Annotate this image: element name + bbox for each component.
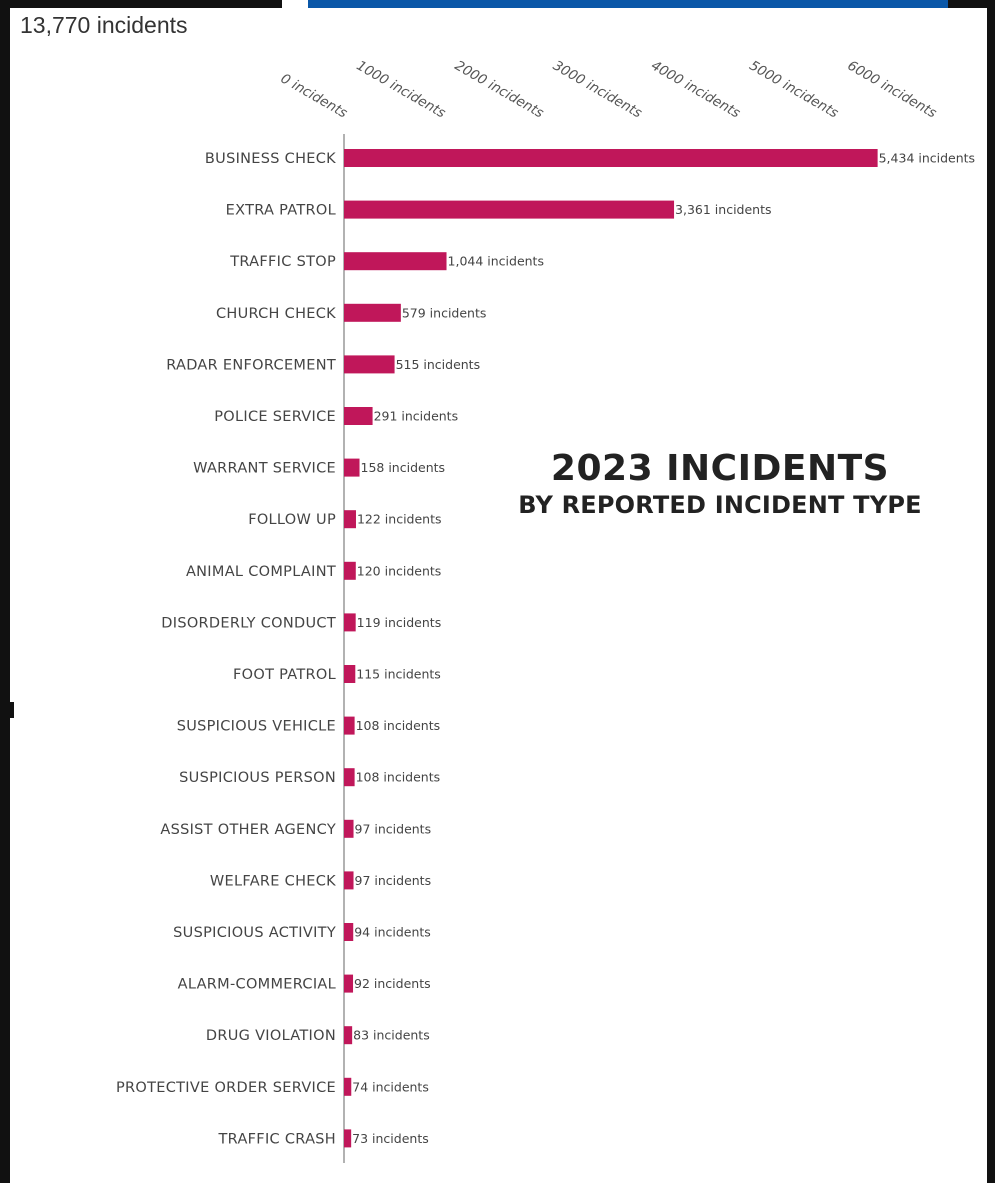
bar [344, 149, 878, 167]
x-axis-ticks: 0 incidents 1000 incidents 2000 incidents 3… [278, 58, 939, 122]
category-label: TRAFFIC STOP [229, 254, 336, 270]
bar [344, 923, 354, 941]
category-label: SUSPICIOUS PERSON [179, 770, 336, 786]
data-label: 108 incidents [356, 718, 441, 733]
category-label: WARRANT SERVICE [193, 461, 336, 477]
x-tick-label: 0 incidents [278, 71, 350, 122]
bar [344, 510, 356, 529]
data-label: 73 incidents [352, 1131, 429, 1146]
frame-notch [0, 702, 14, 718]
x-tick-label: 3000 incidents [550, 58, 645, 122]
frame-left-border [0, 0, 10, 1183]
data-label: 5,434 incidents [879, 151, 975, 166]
frame-top-gap [282, 0, 308, 8]
bar [344, 252, 447, 271]
category-label: ALARM-COMMERCIAL [178, 977, 336, 993]
category-label: FOOT PATROL [233, 667, 336, 683]
bar [344, 561, 356, 580]
frame-right-border [987, 0, 995, 1183]
data-label: 94 incidents [354, 925, 431, 940]
headline-subtitle: BY REPORTED INCIDENT TYPE [518, 491, 922, 519]
bar [344, 871, 354, 890]
bar [344, 458, 360, 477]
data-label: 108 incidents [356, 770, 441, 785]
data-label: 120 incidents [357, 563, 442, 578]
bar [344, 665, 356, 683]
data-label: 579 incidents [402, 305, 487, 320]
category-label: TRAFFIC CRASH [218, 1131, 337, 1147]
bar [344, 974, 354, 993]
data-label: 115 incidents [356, 667, 441, 682]
category-label: CHURCH CHECK [216, 306, 336, 322]
bar [344, 768, 355, 787]
top-accent-bar [308, 0, 948, 8]
category-label: ANIMAL COMPLAINT [186, 564, 336, 580]
frame-top-border-right [948, 0, 995, 8]
bar [344, 613, 356, 632]
data-label: 97 incidents [355, 873, 432, 888]
category-label: SUSPICIOUS ACTIVITY [173, 925, 336, 941]
bar [344, 819, 354, 838]
data-label: 119 incidents [357, 615, 442, 630]
x-tick-label: 2000 incidents [452, 58, 547, 122]
bar [344, 407, 373, 425]
data-label: 1,044 incidents [448, 254, 544, 269]
bar [344, 355, 395, 374]
bar [344, 716, 355, 735]
data-label: 291 incidents [374, 409, 459, 424]
data-label: 97 incidents [355, 821, 432, 836]
category-label: FOLLOW UP [248, 512, 336, 528]
bar [344, 200, 675, 219]
headline-title: 2023 INCIDENTS [550, 448, 890, 489]
category-label: POLICE SERVICE [214, 409, 336, 425]
data-label: 158 incidents [361, 460, 446, 475]
data-label: 83 incidents [353, 1028, 430, 1043]
category-label: BUSINESS CHECK [205, 151, 336, 167]
headline: 2023 INCIDENTS BY REPORTED INCIDENT TYPE [480, 448, 960, 519]
category-label: WELFARE CHECK [210, 873, 336, 889]
category-label: DRUG VIOLATION [206, 1028, 336, 1044]
data-label: 515 incidents [396, 357, 481, 372]
x-tick-label: 6000 incidents [845, 58, 940, 122]
category-label: EXTRA PATROL [226, 203, 336, 219]
bar [344, 1077, 352, 1096]
data-label: 92 incidents [354, 976, 431, 991]
category-label: ASSIST OTHER AGENCY [160, 822, 336, 838]
x-tick-label: 5000 incidents [746, 58, 841, 122]
x-tick-label: 4000 incidents [648, 58, 743, 122]
category-label: RADAR ENFORCEMENT [166, 357, 336, 373]
bar [344, 303, 401, 322]
category-label: DISORDERLY CONDUCT [161, 615, 336, 631]
category-label: SUSPICIOUS VEHICLE [177, 719, 336, 735]
category-label: PROTECTIVE ORDER SERVICE [116, 1080, 336, 1096]
data-label: 74 incidents [352, 1079, 429, 1094]
data-label: 122 incidents [357, 512, 442, 527]
total-incidents-label: 13,770 incidents [20, 12, 188, 38]
bar [344, 1129, 352, 1148]
frame-top-border [0, 0, 300, 8]
bar [344, 1026, 353, 1045]
data-label: 3,361 incidents [675, 202, 771, 217]
x-tick-label: 1000 incidents [354, 58, 449, 122]
bar-rows: BUSINESS CHECK 5,434 incidents EXTRA PATRO… [116, 149, 975, 1148]
